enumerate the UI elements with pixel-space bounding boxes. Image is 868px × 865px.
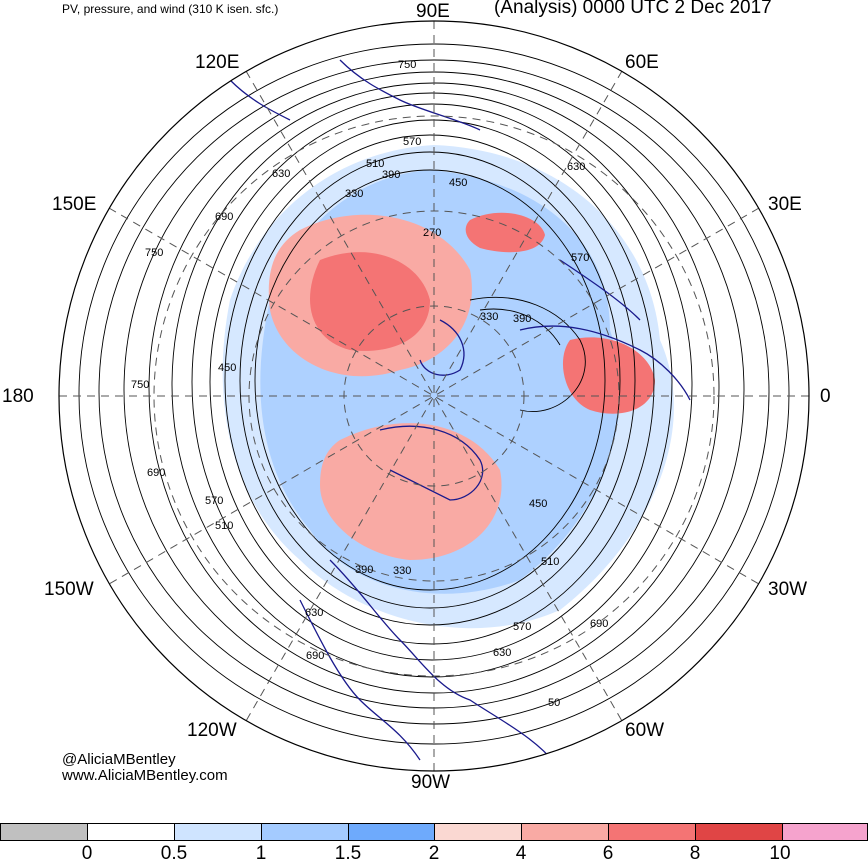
- pv-field-high-europe: [562, 337, 655, 414]
- contour-label: 750: [398, 59, 416, 71]
- colorbar-tick: 2: [428, 843, 440, 864]
- graticule: [59, 21, 809, 771]
- colorbar-box: [782, 823, 868, 841]
- colorbar-box: [87, 823, 175, 841]
- contour-label: 750: [131, 379, 149, 391]
- contour-label: 390: [513, 313, 531, 325]
- lon-label-90w: 90W: [411, 772, 451, 793]
- contour-label: 450: [218, 362, 236, 374]
- map-boundary: [58, 20, 810, 772]
- lon-label-120e: 120E: [195, 52, 240, 73]
- coastlines: [229, 59, 691, 771]
- lon-label-150e: 150E: [52, 194, 97, 215]
- contour-label: 50: [548, 697, 560, 709]
- colorbar-tick: 10: [769, 843, 791, 864]
- contour-label: 630: [305, 607, 323, 619]
- contour-label: 330: [345, 188, 363, 200]
- contour-label: 510: [366, 158, 384, 170]
- contour-label: 570: [513, 621, 531, 633]
- contour-label: 510: [215, 520, 233, 532]
- lon-label-30e: 30E: [768, 194, 802, 215]
- credit-handle: @AliciaMBentley: [62, 751, 176, 768]
- contour-label: 570: [403, 136, 421, 148]
- colorbar-box: [261, 823, 349, 841]
- contour-label: 750: [145, 247, 163, 259]
- pressure-contours: [78, 43, 790, 745]
- contour-label: 270: [423, 227, 441, 239]
- colorbar-box: [695, 823, 783, 841]
- colorbar-box: [521, 823, 609, 841]
- contour-label: 390: [382, 169, 400, 181]
- contour-label-group: 750 570 630 690 510 390 450 330 270 630 …: [131, 59, 608, 709]
- credit-block: @AliciaMBentley www.AliciaMBentley.com: [62, 752, 228, 784]
- pv-field-high-arctic: [465, 212, 545, 253]
- contour-label: 690: [590, 618, 608, 630]
- lon-label-120w: 120W: [187, 720, 237, 741]
- valid-time: (Analysis) 0000 UTC 2 Dec 2017: [494, 0, 772, 18]
- colorbar-tick: 0.5: [160, 843, 188, 864]
- colorbar-box: [174, 823, 262, 841]
- colorbar-box: [0, 823, 88, 841]
- contour-label: 390: [355, 564, 373, 576]
- contour-label: 570: [571, 252, 589, 264]
- pv-colorbar: [0, 823, 868, 843]
- contour-label: 450: [529, 498, 547, 510]
- contour-label: 630: [567, 161, 585, 173]
- credit-site: www.AliciaMBentley.com: [62, 767, 228, 784]
- pv-field-high-core: [310, 252, 430, 351]
- contour-label: 450: [449, 177, 467, 189]
- map-title: PV, pressure, and wind (310 K isen. sfc.…: [62, 2, 279, 16]
- contour-label: 330: [393, 565, 411, 577]
- lon-label-90e: 90E: [416, 1, 450, 22]
- colorbar-tick: 1: [255, 843, 267, 864]
- colorbar-tick: 6: [602, 843, 614, 864]
- colorbar-tick: 8: [689, 843, 701, 864]
- pv-field-high-south: [320, 423, 502, 560]
- colorbar-box: [608, 823, 696, 841]
- lon-label-180: 180: [2, 386, 34, 407]
- colorbar-box: [348, 823, 436, 841]
- contour-label: 570: [205, 495, 223, 507]
- lon-label-30w: 30W: [768, 579, 808, 600]
- lon-label-60e: 60E: [625, 52, 659, 73]
- lon-label-0: 0: [820, 386, 831, 407]
- contour-label: 630: [272, 168, 290, 180]
- colorbar-tick: 4: [515, 843, 527, 864]
- colorbar-tick: 0: [81, 843, 93, 864]
- contour-label: 690: [215, 211, 233, 223]
- contour-label: 690: [147, 467, 165, 479]
- colorbar-box: [434, 823, 522, 841]
- contour-label: 630: [493, 647, 511, 659]
- lon-label-60w: 60W: [625, 720, 665, 741]
- contour-label: 510: [541, 556, 559, 568]
- lon-label-150w: 150W: [44, 579, 94, 600]
- contour-label: 330: [480, 311, 498, 323]
- colorbar-tick: 1.5: [334, 843, 362, 864]
- contour-label: 690: [306, 650, 324, 662]
